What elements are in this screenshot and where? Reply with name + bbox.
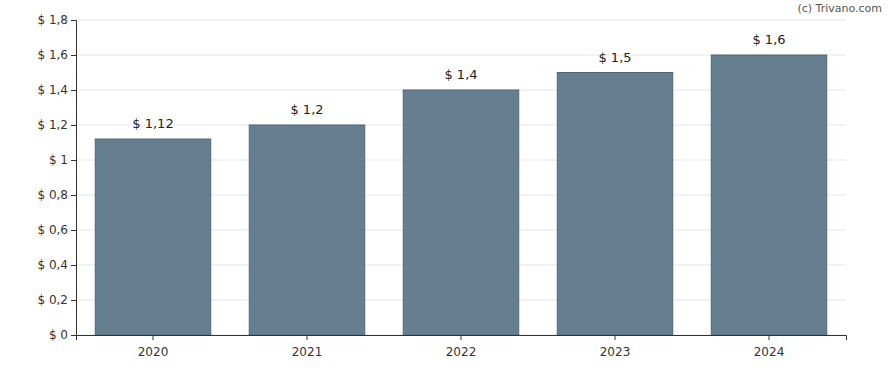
y-tick-mark [71, 125, 76, 126]
x-tick-label: 2021 [292, 345, 323, 359]
y-tick-mark [71, 335, 76, 336]
x-tick-label: 2022 [446, 345, 477, 359]
x-tick-label: 2023 [600, 345, 631, 359]
y-tick-mark [71, 195, 76, 196]
x-tick-label: 2024 [754, 345, 785, 359]
y-tick: $ 0,6 [37, 223, 76, 237]
plot: $ 0$ 0,2$ 0,4$ 0,6$ 0,8$ 1$ 1,2$ 1,4$ 1,… [37, 13, 846, 359]
y-tick-mark [71, 300, 76, 301]
bar [557, 73, 673, 336]
x-tick-label: 2020 [138, 345, 169, 359]
y-tick: $ 1,6 [37, 48, 76, 62]
y-tick-label: $ 0 [49, 328, 68, 342]
data-label: $ 1,12 [132, 116, 173, 131]
y-tick-label: $ 0,8 [37, 188, 68, 202]
y-tick: $ 1,4 [37, 83, 76, 97]
y-axis: $ 0 $ 0,2 $ 0,4 $ 0,6 $ 0,8 $ 1 $ 1,2 $ 1,4 $ 1,… [37, 13, 76, 342]
x-tick: 2020 [138, 335, 169, 359]
y-tick-label: $ 1,8 [37, 13, 68, 27]
y-tick-mark [71, 90, 76, 91]
data-labels: $ 1,12 $ 1,2 $ 1,4 $ 1,5 $ 1,6 [132, 32, 785, 131]
x-axis: 2020 2021 2022 2023 2024 [77, 335, 847, 359]
x-tick: 2024 [754, 335, 785, 359]
x-tick-mark [153, 335, 154, 340]
y-tick-mark [71, 230, 76, 231]
x-axis-line [77, 336, 847, 341]
y-tick: $ 1 [49, 153, 76, 167]
data-label: $ 1,6 [752, 32, 785, 47]
x-tick-mark [769, 335, 770, 340]
y-tick: $ 0,4 [37, 258, 76, 272]
x-tick: 2022 [446, 335, 477, 359]
x-tick-mark [615, 335, 616, 340]
grid [76, 20, 846, 335]
x-tick: 2023 [600, 335, 631, 359]
data-label: $ 1,5 [598, 50, 631, 65]
x-tick: 2021 [292, 335, 323, 359]
data-label: $ 1,4 [444, 67, 477, 82]
y-tick-label: $ 1,4 [37, 83, 68, 97]
y-tick-mark [71, 160, 76, 161]
annotation: (c) Trivano.com [797, 2, 882, 15]
data-label: $ 1,2 [290, 102, 323, 117]
bars [95, 55, 827, 335]
y-tick-label: $ 1 [49, 153, 68, 167]
bar [249, 125, 365, 335]
y-tick-label: $ 0,4 [37, 258, 68, 272]
y-tick-mark [71, 55, 76, 56]
y-tick-label: $ 1,6 [37, 48, 68, 62]
bar [95, 139, 211, 335]
y-tick: $ 0 [49, 328, 76, 342]
y-tick: $ 0,8 [37, 188, 76, 202]
y-tick: $ 1,2 [37, 118, 76, 132]
y-axis-line [71, 21, 77, 336]
x-tick-mark [461, 335, 462, 340]
y-tick-mark [71, 265, 76, 266]
grid-line [76, 20, 846, 21]
x-tick-mark [307, 335, 308, 340]
y-tick-mark [71, 20, 76, 21]
y-tick: $ 0,2 [37, 293, 76, 307]
bar [711, 55, 827, 335]
y-tick-label: $ 0,2 [37, 293, 68, 307]
y-tick-label: $ 1,2 [37, 118, 68, 132]
y-tick: $ 1,8 [37, 13, 76, 27]
bar [403, 90, 519, 335]
chart: $ 0$ 0,2$ 0,4$ 0,6$ 0,8$ 1$ 1,2$ 1,4$ 1,… [0, 0, 888, 370]
y-tick-label: $ 0,6 [37, 223, 68, 237]
